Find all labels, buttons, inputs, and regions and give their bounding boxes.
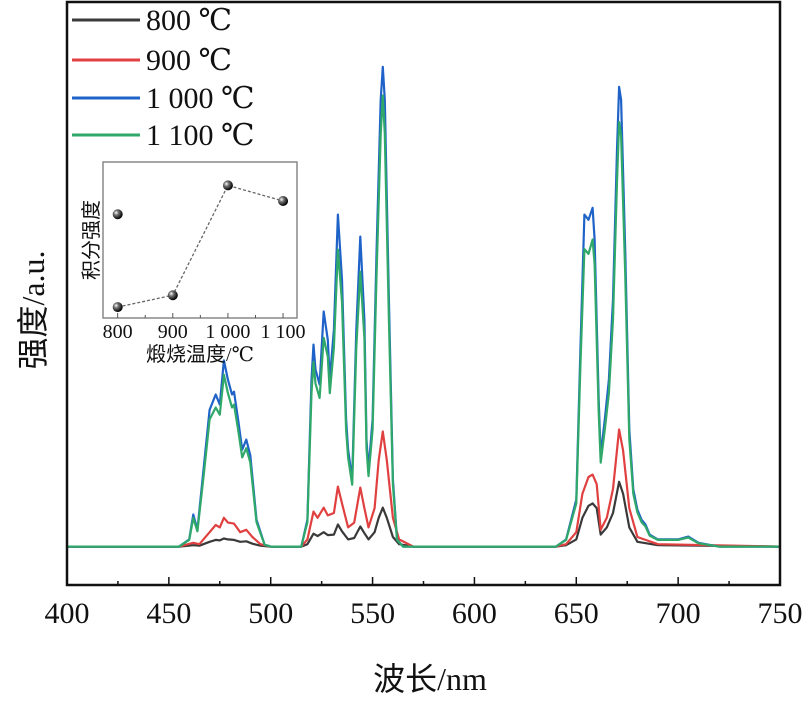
inset-x-axis-label: 煅烧温度/℃ — [146, 343, 254, 366]
inset-x-tick-label: 1 000 — [205, 321, 250, 343]
inset-line — [117, 184, 284, 308]
series-line-1 — [67, 428, 781, 548]
legend: 800 ℃ 900 ℃ 1 000 ℃ 1 100 ℃ — [72, 4, 255, 152]
legend-label: 1 100 ℃ — [146, 119, 255, 152]
inset-data-point — [112, 302, 123, 313]
x-tick-label: 750 — [758, 597, 803, 630]
inset-data-point — [222, 180, 233, 191]
series-layer — [67, 65, 781, 548]
x-axis-label: 波长/nm — [373, 661, 487, 697]
inset-data-point — [278, 196, 289, 206]
inset-data-point — [112, 209, 123, 220]
inset-x-tick-label: 900 — [158, 321, 188, 343]
inset-data-point — [167, 290, 178, 301]
legend-label: 1 000 ℃ — [146, 82, 255, 115]
series-line-3 — [67, 94, 780, 548]
y-axis-label: 强度/a.u. — [15, 250, 51, 369]
inset-x-tick-label: 1 100 — [261, 321, 306, 343]
legend-label: 900 ℃ — [146, 44, 232, 77]
x-tick-label: 600 — [452, 597, 497, 630]
inset-chart: 800 900 1 000 1 100 煅烧温度/℃ 积分强度 — [80, 161, 306, 366]
x-tick-label: 400 — [45, 597, 90, 630]
x-tick-label: 650 — [554, 597, 599, 630]
x-tick-label: 450 — [146, 597, 191, 630]
inset-x-tick-label: 800 — [103, 321, 133, 343]
x-tick-label: 700 — [656, 597, 701, 630]
inset-y-axis-label: 积分强度 — [80, 200, 103, 280]
series-line-0 — [67, 480, 781, 548]
x-axis-ticks: 400 450 500 550 600 650 700 750 — [45, 577, 803, 630]
legend-label: 800 ℃ — [146, 4, 232, 37]
x-tick-label: 550 — [350, 597, 395, 630]
x-tick-label: 500 — [248, 597, 293, 630]
